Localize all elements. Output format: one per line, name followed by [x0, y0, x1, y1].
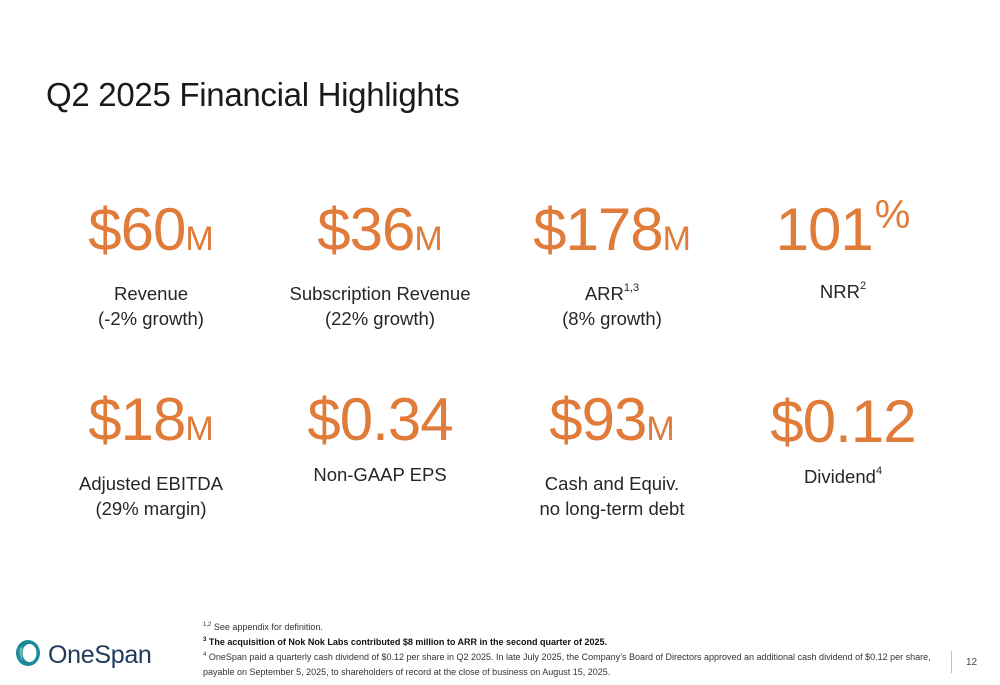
footnote-1-2: 1,2 See appendix for definition. [203, 622, 323, 632]
metric-value: $60M [88, 196, 214, 263]
footnotes: 1,2 See appendix for definition. 3 The a… [203, 620, 933, 680]
metric-label: Subscription Revenue (22% growth) [289, 283, 471, 329]
metric-value: $18M [88, 386, 214, 453]
metric-value: $36M [317, 196, 443, 263]
footnote-3: 3 The acquisition of Nok Nok Labs contri… [203, 637, 608, 647]
metric-unit: M [185, 410, 214, 448]
metric-nrr: 101% NRR2 [728, 193, 958, 304]
metric-value: 101% [775, 193, 911, 263]
metric-value: $93M [549, 386, 675, 453]
footnote-ref: 1,3 [623, 281, 640, 294]
metric-unit: M [185, 220, 214, 258]
metric-dividend: $0.12 Dividend4 [728, 392, 958, 489]
metric-label: Non-GAAP EPS [313, 464, 447, 485]
page-title: Q2 2025 Financial Highlights [46, 76, 460, 113]
footnote-ref: 2 [859, 279, 867, 292]
onespan-logo: OneSpan [14, 638, 152, 673]
metric-value: $178M [533, 196, 691, 263]
page-number: 12 [966, 657, 978, 668]
metric-non-gaap-eps: $0.34 Non-GAAP EPS [265, 390, 495, 487]
footer-divider [951, 651, 952, 673]
metric-subscription-revenue: $36M Subscription Revenue (22% growth) [265, 200, 495, 331]
metric-revenue: $60M Revenue (-2% growth) [36, 200, 266, 331]
metric-unit: M [414, 220, 443, 258]
onespan-ring-icon [14, 638, 42, 673]
footnote-4: 4 OneSpan paid a quarterly cash dividend… [203, 652, 931, 677]
metric-arr: $178M ARR1,3 (8% growth) [497, 200, 727, 331]
metric-label: Revenue (-2% growth) [98, 283, 204, 329]
metric-label: NRR2 [819, 279, 867, 302]
metric-adjusted-ebitda: $18M Adjusted EBITDA (29% margin) [36, 390, 266, 521]
metric-unit: M [662, 220, 691, 258]
metric-unit: % [874, 193, 911, 237]
metric-cash: $93M Cash and Equiv. no long-term debt [497, 390, 727, 521]
metric-label: Adjusted EBITDA (29% margin) [79, 473, 223, 519]
footnote-ref: 4 [875, 464, 883, 477]
metric-unit: M [646, 410, 675, 448]
metric-label: ARR1,3 (8% growth) [562, 281, 662, 329]
metric-value: $0.12 [770, 388, 916, 455]
metric-label: Dividend4 [803, 464, 883, 487]
metric-value: $0.34 [307, 386, 453, 453]
metric-label: Cash and Equiv. no long-term debt [539, 473, 685, 519]
logo-text: OneSpan [48, 641, 152, 669]
